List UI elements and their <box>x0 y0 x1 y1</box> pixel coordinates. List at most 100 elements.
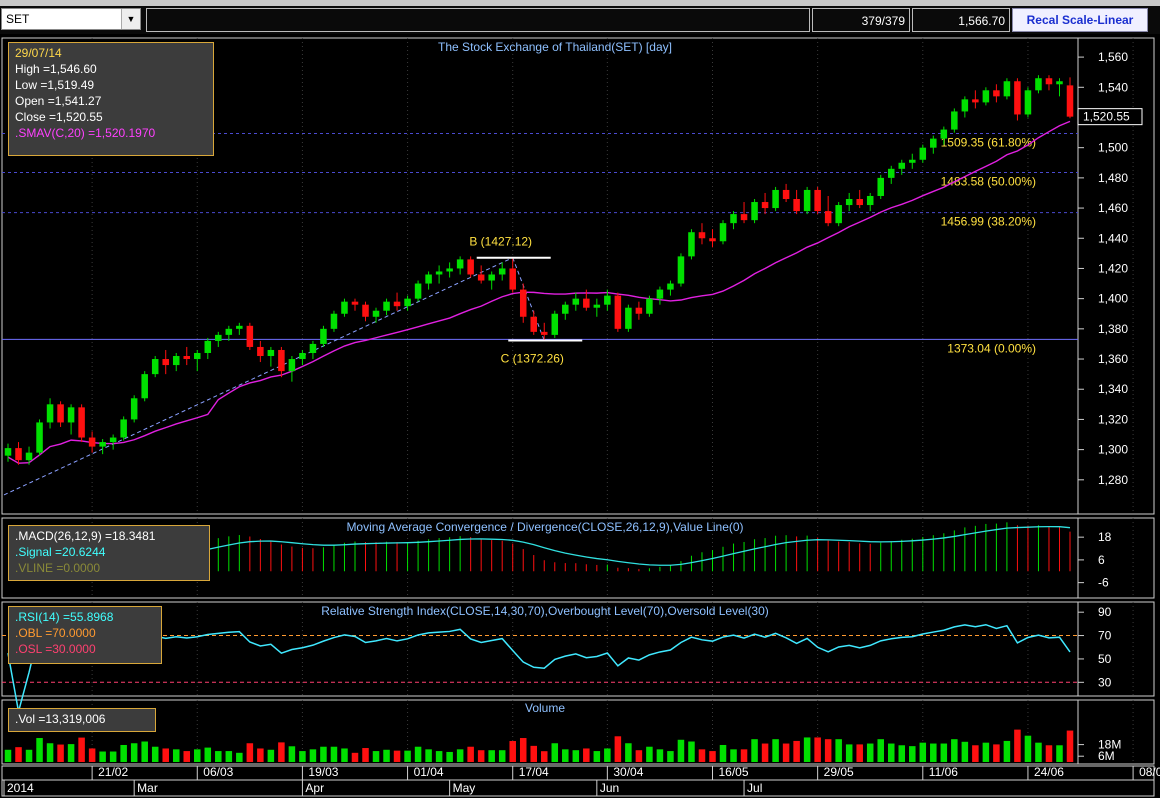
volume-bar <box>25 749 33 762</box>
volume-bar <box>236 752 243 762</box>
price-tick-label: 1,340 <box>1098 382 1128 396</box>
last-price-label: 1,520.55 <box>1083 110 1130 124</box>
rsi-info-box: .RSI(14) =55.8968 .OBL =70.0000 .OSL =30… <box>8 606 162 664</box>
candle-body <box>246 325 254 347</box>
volume-bar <box>646 746 653 762</box>
month-tick-label: May <box>453 781 476 795</box>
volume-bar <box>46 743 54 762</box>
candle-body <box>299 352 306 360</box>
date-axis-frame <box>1 765 1155 797</box>
candle-body <box>1066 85 1074 117</box>
date-tick-label: 16/05 <box>718 765 748 779</box>
macd-tick-label: 6 <box>1098 553 1105 567</box>
candle-body <box>887 168 895 178</box>
candle-body <box>330 313 338 329</box>
month-tick-label: Jul <box>747 781 762 795</box>
scale-price: 1,566.70 <box>912 8 1010 32</box>
candle-body <box>204 340 212 353</box>
candle-body <box>99 442 106 447</box>
candle-body <box>141 374 148 399</box>
volume-bar <box>1045 745 1053 762</box>
volume-bar <box>530 745 538 762</box>
candle-body <box>982 90 990 103</box>
volume-bar <box>614 736 622 762</box>
volume-bar <box>1014 729 1021 762</box>
toolbar: SET ▼ 379/379 1,566.70 Recal Scale-Linea… <box>0 0 1160 34</box>
volume-value: .Vol =13,319,006 <box>15 712 106 726</box>
candle-body <box>25 452 33 461</box>
volume-bar <box>267 749 275 762</box>
date-tick-label: 11/06 <box>929 765 958 779</box>
volume-bar <box>88 748 96 762</box>
fib-level-label: 1509.35 (61.80%) <box>941 136 1036 150</box>
candle-body <box>835 205 842 224</box>
candle-body <box>267 349 275 357</box>
candle-body <box>341 301 348 314</box>
info-low: Low =1,519.49 <box>15 78 95 92</box>
candle-body <box>593 304 601 308</box>
price-tick-label: 1,440 <box>1098 231 1128 245</box>
volume-bar <box>330 746 338 762</box>
volume-bar <box>36 738 43 762</box>
candle-body <box>130 398 138 420</box>
volume-bar <box>246 743 254 762</box>
volume-bar <box>78 737 85 762</box>
symbol-select[interactable]: SET ▼ <box>1 8 141 30</box>
candle-body <box>498 268 506 275</box>
date-tick-label: 30/04 <box>613 765 643 779</box>
volume-bar <box>887 743 895 762</box>
volume-bar <box>698 749 706 762</box>
candle-body <box>477 274 485 281</box>
candle-body <box>530 316 538 332</box>
rsi-obl-value: .OBL =70.0000 <box>15 626 96 640</box>
date-tick-label: 01/04 <box>414 765 444 779</box>
candle-body <box>635 307 643 314</box>
volume-bar <box>919 742 927 762</box>
info-open: Open =1,541.27 <box>15 94 102 108</box>
candle-body <box>351 301 359 305</box>
candle-body <box>845 199 853 206</box>
volume-bar <box>551 743 559 762</box>
volume-bar <box>562 749 569 762</box>
candle-body <box>1014 81 1021 115</box>
candle-body <box>46 404 54 423</box>
price-tick-label: 1,300 <box>1098 443 1128 457</box>
candle-body <box>604 295 611 305</box>
rsi-tick-label: 70 <box>1098 629 1112 643</box>
volume-bar <box>772 739 779 762</box>
volume-bar <box>1035 742 1042 762</box>
candle-body <box>761 202 769 209</box>
volume-bar <box>930 743 937 762</box>
volume-bar <box>982 742 990 762</box>
volume-bar <box>824 739 832 762</box>
volume-bar <box>740 749 748 762</box>
macd-chart-title: Moving Average Convergence / Divergence(… <box>346 520 743 534</box>
volume-bar <box>940 743 948 762</box>
last-price-tag <box>1077 108 1143 126</box>
volume-bar <box>540 751 548 762</box>
candle-body <box>320 328 327 344</box>
volume-bar <box>383 749 390 762</box>
candle-body <box>67 407 75 423</box>
candle-body <box>646 298 653 314</box>
volume-bar <box>498 750 506 762</box>
volume-bar <box>593 751 601 762</box>
price-tick-label: 1,420 <box>1098 261 1128 275</box>
date-tick-label: 21/02 <box>98 765 128 779</box>
chevron-down-icon[interactable]: ▼ <box>121 9 140 29</box>
candle-body <box>4 448 12 456</box>
fib-level-label: 1373.04 (0.00%) <box>947 341 1036 355</box>
candle-body <box>793 199 800 212</box>
info-sma: .SMAV(C,20) =1,520.1970 <box>15 126 156 140</box>
fib-level-label: 1483.58 (50.00%) <box>941 174 1036 188</box>
candle-body <box>393 301 401 307</box>
rsi-value: .RSI(14) =55.8968 <box>15 610 114 624</box>
volume-bar <box>793 740 800 762</box>
volume-bar <box>572 750 580 762</box>
candle-body <box>551 313 559 335</box>
candle-body <box>814 189 821 212</box>
volume-bar <box>951 739 958 762</box>
volume-tick-label: 6M <box>1098 749 1115 763</box>
recal-scale-button[interactable]: Recal Scale-Linear <box>1012 8 1148 32</box>
candle-body <box>951 111 958 130</box>
